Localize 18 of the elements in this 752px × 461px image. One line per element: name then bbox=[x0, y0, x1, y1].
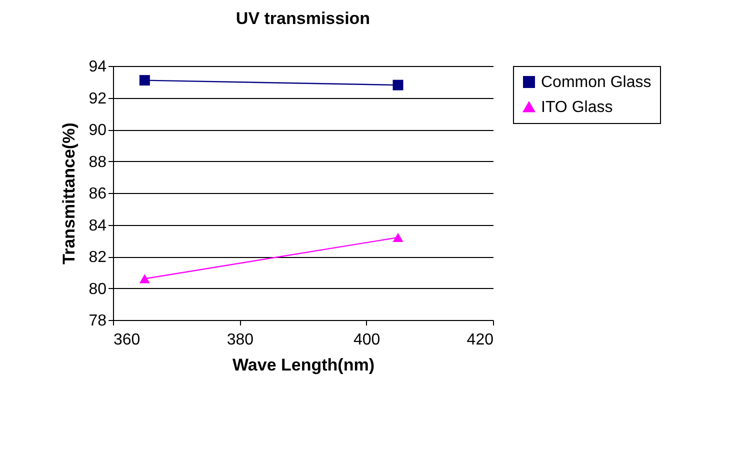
legend-label: ITO Glass bbox=[541, 99, 613, 116]
x-tick-label: 420 bbox=[466, 332, 494, 348]
y-tick-label: 94 bbox=[88, 58, 107, 76]
y-tick-label: 84 bbox=[88, 217, 107, 234]
legend-label: Common Glass bbox=[541, 74, 652, 91]
x-tick-label: 400 bbox=[353, 332, 380, 348]
x-axis-title: Wave Length(nm) bbox=[232, 356, 374, 374]
y-axis-title: Transmittance(%) bbox=[60, 122, 79, 264]
y-tick-label: 92 bbox=[88, 90, 107, 108]
x-tick-label: 360 bbox=[114, 332, 140, 348]
chart-title: UV transmission bbox=[236, 9, 370, 28]
y-tick-label: 78 bbox=[88, 312, 107, 330]
y-tick-label: 80 bbox=[88, 280, 107, 298]
y-tick-label: 86 bbox=[88, 186, 107, 202]
x-tick-label: 380 bbox=[226, 332, 254, 348]
y-tick-label: 88 bbox=[88, 154, 107, 171]
y-tick-label: 82 bbox=[88, 249, 107, 266]
y-tick-label: 90 bbox=[88, 122, 107, 139]
